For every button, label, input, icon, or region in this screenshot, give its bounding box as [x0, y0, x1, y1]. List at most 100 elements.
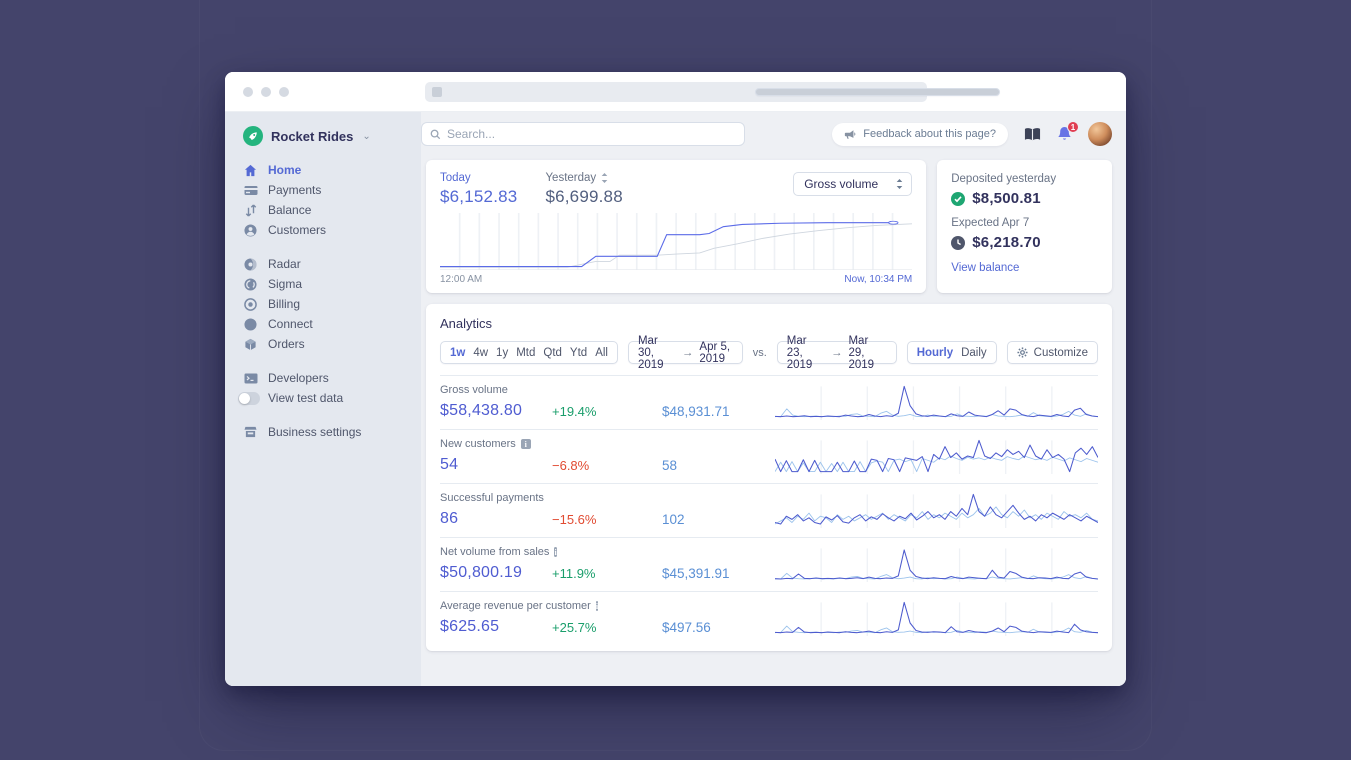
metric-compare-value: 102	[662, 512, 685, 527]
home-icon	[243, 164, 258, 177]
sidebar-item-label: Connect	[268, 317, 313, 331]
metric-delta: −15.6%	[552, 512, 597, 527]
feedback-button[interactable]: Feedback about this page?	[832, 122, 1008, 146]
date-range-presets: 1w 4w 1y Mtd Qtd Ytd All	[440, 341, 618, 364]
info-icon[interactable]: i	[595, 601, 599, 611]
url-text-placeholder	[755, 88, 1000, 96]
window-close-button[interactable]	[243, 86, 253, 97]
sorter-icon[interactable]	[601, 173, 608, 183]
sidebar-item-orders[interactable]: Orders	[243, 334, 421, 354]
select-arrows-icon	[896, 179, 903, 189]
sparkline-chart	[775, 600, 1098, 636]
business-settings-icon	[243, 426, 258, 438]
today-value: $6,152.83	[440, 187, 518, 206]
sidebar-item-radar[interactable]: Radar	[243, 254, 421, 274]
user-avatar[interactable]	[1088, 122, 1112, 146]
sidebar-item-label: Balance	[268, 203, 312, 217]
expected-value: $6,218.70	[972, 234, 1041, 251]
metric-row-average-revenue-per-customer[interactable]: Average revenue per customer i $625.65 +2…	[440, 591, 1098, 645]
customize-button[interactable]: Customize	[1006, 341, 1098, 364]
topbar-actions: Feedback about this page? 1	[832, 121, 1112, 146]
rocket-rides-logo-icon	[243, 126, 263, 146]
today-label: Today	[440, 172, 471, 184]
sidebar-nav-developers: Developers	[243, 368, 421, 388]
sidebar-item-label: Sigma	[268, 277, 303, 291]
metric-row-new-customers[interactable]: New customers i 54 −6.8% 58	[440, 429, 1098, 483]
account-switcher[interactable]: Rocket Rides ⌄	[243, 126, 421, 146]
address-bar[interactable]	[425, 82, 1000, 102]
analytics-filters: 1w 4w 1y Mtd Qtd Ytd All Mar 30, 2019 → Apr 5,…	[440, 335, 1098, 371]
check-circle-icon	[951, 191, 966, 206]
metric-row-net-volume-from-sales[interactable]: Net volume from sales i $50,800.19 +11.9%…	[440, 537, 1098, 591]
sidebar-item-home[interactable]: Home	[243, 160, 421, 180]
sidebar-item-connect[interactable]: Connect	[243, 314, 421, 334]
sidebar-nav-settings: Business settings	[243, 422, 421, 442]
sidebar-item-customers[interactable]: Customers	[243, 220, 421, 240]
notifications-button[interactable]: 1	[1057, 121, 1079, 142]
range-option-qtd[interactable]: Qtd	[543, 346, 562, 359]
dashboard-content: Today $6,152.83 Yesterday $6,699.88	[421, 156, 1126, 651]
search-icon	[430, 129, 441, 139]
sidebar-item-balance[interactable]: Balance	[243, 200, 421, 220]
deposits-card: Deposited yesterday $8,500.81 Expected A…	[937, 160, 1112, 293]
range-option-all[interactable]: All	[595, 346, 608, 359]
metric-value: $58,438.80	[440, 402, 523, 419]
metric-label: Average revenue per customer	[440, 600, 591, 612]
view-balance-link[interactable]: View balance	[951, 262, 1020, 274]
sidebar-item-label: Customers	[268, 223, 327, 237]
sidebar-item-sigma[interactable]: Sigma	[243, 274, 421, 294]
sidebar-item-business-settings[interactable]: Business settings	[243, 422, 421, 442]
sidebar-item-label: Business settings	[268, 425, 362, 439]
favicon-placeholder	[432, 87, 442, 97]
granularity-toggle: Hourly Daily	[906, 341, 997, 364]
sidebar-item-label: Payments	[268, 183, 322, 197]
toggle-switch-icon[interactable]	[237, 391, 260, 405]
deposited-value: $8,500.81	[972, 190, 1041, 207]
yesterday-label: Yesterday	[545, 172, 597, 184]
metric-value: 86	[440, 510, 459, 527]
range-option-mtd[interactable]: Mtd	[516, 346, 536, 359]
docs-button[interactable]	[1024, 127, 1041, 142]
metric-label: Successful payments	[440, 492, 544, 504]
metric-row-gross-volume[interactable]: Gross volume $58,438.80 +19.4% $48,931.7…	[440, 375, 1098, 429]
view-test-data-toggle[interactable]: View test data	[237, 388, 421, 408]
granularity-option-daily[interactable]: Daily	[961, 346, 987, 359]
info-icon[interactable]: i	[554, 547, 557, 557]
sidebar-item-developers[interactable]: Developers	[243, 368, 421, 388]
metric-delta: +25.7%	[552, 620, 597, 635]
megaphone-icon	[845, 129, 856, 139]
info-icon[interactable]: i	[520, 439, 531, 449]
connect-icon	[243, 317, 258, 331]
account-name: Rocket Rides	[271, 128, 354, 144]
metric-row-successful-payments[interactable]: Successful payments 86 −15.6% 102	[440, 483, 1098, 537]
sidebar-item-label: Billing	[268, 297, 301, 311]
today-metric: Today $6,152.83	[440, 172, 517, 207]
compare-date-range-button[interactable]: Mar 23, 2019 → Mar 29, 2019	[776, 335, 897, 371]
billing-icon	[243, 297, 258, 311]
range-option-ytd[interactable]: Ytd	[569, 346, 588, 359]
clock-icon	[951, 235, 966, 250]
sparkline-chart	[775, 384, 1098, 420]
metric-value: $625.65	[440, 618, 500, 635]
granularity-option-hourly[interactable]: Hourly	[916, 346, 954, 359]
balance-icon	[243, 204, 258, 217]
sidebar-item-payments[interactable]: Payments	[243, 180, 421, 200]
metric-select-value: Gross volume	[804, 177, 879, 191]
window-minimize-button[interactable]	[261, 86, 271, 97]
today-vs-yesterday-chart	[440, 213, 913, 270]
book-icon	[1024, 127, 1041, 140]
analytics-title: Analytics	[440, 316, 493, 331]
window-maximize-button[interactable]	[279, 86, 289, 97]
range-option-4w[interactable]: 4w	[473, 346, 489, 359]
search-box[interactable]	[421, 122, 745, 146]
range-option-1w[interactable]: 1w	[450, 346, 466, 359]
gear-icon	[1017, 347, 1028, 358]
metric-value: $50,800.19	[440, 564, 523, 581]
search-input[interactable]	[447, 127, 736, 141]
primary-date-range-button[interactable]: Mar 30, 2019 → Apr 5, 2019	[627, 335, 743, 371]
browser-chrome	[225, 72, 1126, 112]
sidebar-item-billing[interactable]: Billing	[243, 294, 421, 314]
range-option-1y[interactable]: 1y	[496, 346, 509, 359]
metric-select[interactable]: Gross volume	[793, 172, 913, 196]
orders-icon	[243, 338, 258, 351]
